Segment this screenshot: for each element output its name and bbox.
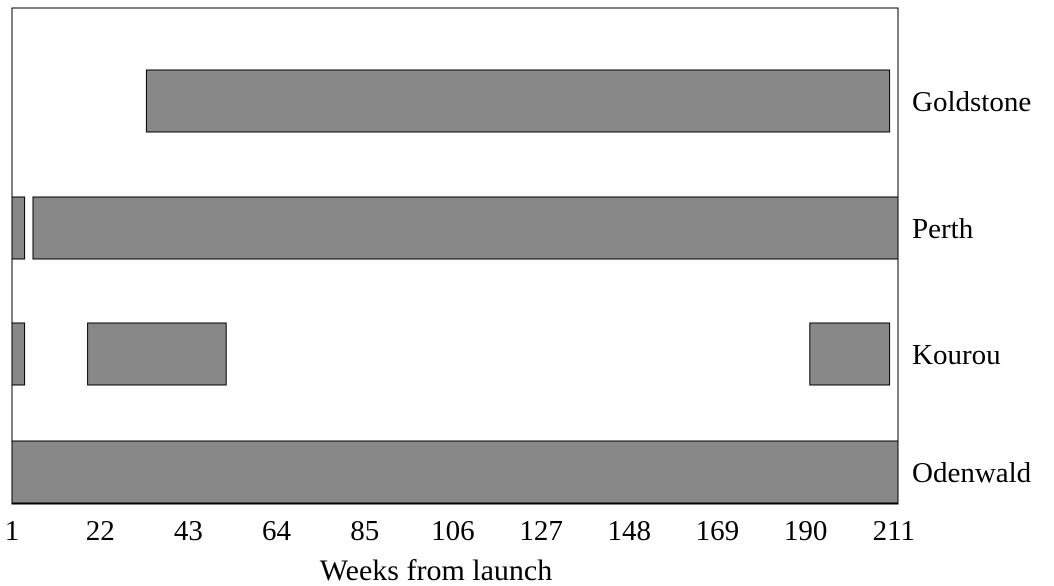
row-labels-layer: Goldstone Perth Kourou Odenwald <box>912 86 1032 489</box>
x-tick-label: 211 <box>873 515 915 547</box>
bar-odenwald-1 <box>11 440 899 504</box>
x-axis-label: Weeks from launch <box>320 554 553 586</box>
x-tick-label: 64 <box>262 515 292 547</box>
x-tick-label: 1 <box>5 515 20 547</box>
row-label-perth: Perth <box>912 213 974 245</box>
bar-kourou-2 <box>87 322 227 386</box>
bar-kourou-1 <box>11 322 26 386</box>
x-tick-label: 169 <box>696 515 740 547</box>
x-tick-labels: 1 22 43 64 85 106 127 148 169 190 211 <box>5 515 915 547</box>
x-tick-label: 148 <box>608 515 652 547</box>
x-tick-label: 106 <box>431 515 475 547</box>
bar-perth-2 <box>32 196 899 260</box>
x-tick-label: 127 <box>519 515 563 547</box>
row-label-goldstone: Goldstone <box>912 86 1031 118</box>
row-label-kourou: Kourou <box>912 339 1001 371</box>
bars-layer <box>11 69 899 504</box>
bar-goldstone-1 <box>145 69 891 133</box>
row-label-odenwald: Odenwald <box>912 457 1032 489</box>
bar-perth-1 <box>11 196 26 260</box>
x-tick-label: 43 <box>174 515 203 547</box>
bar-kourou-3 <box>809 322 891 386</box>
x-tick-label: 190 <box>784 515 828 547</box>
x-tick-label: 22 <box>86 515 115 547</box>
x-tick-label: 85 <box>350 515 379 547</box>
